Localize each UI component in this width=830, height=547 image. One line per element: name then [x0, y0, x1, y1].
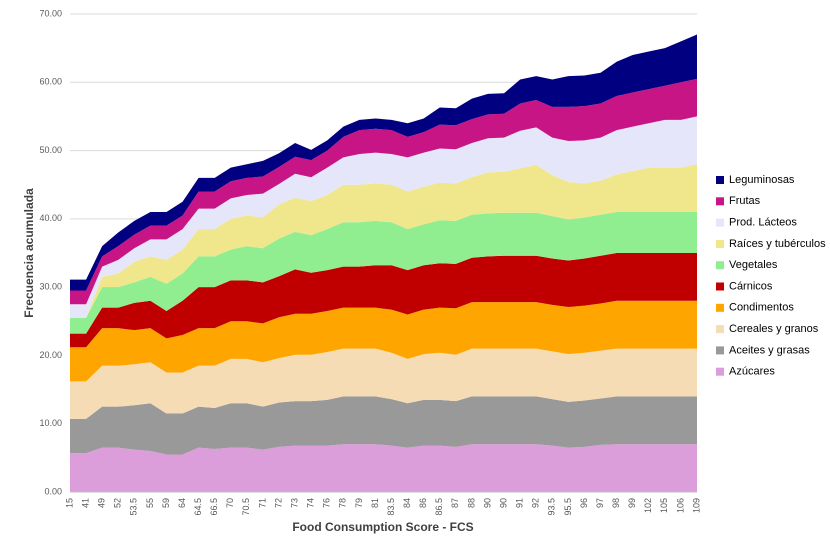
y-tick-label: 50.00	[39, 145, 62, 155]
x-tick-label: 102	[643, 498, 653, 513]
y-tick-label: 70.00	[39, 8, 62, 18]
area	[70, 253, 697, 348]
legend-label: Condimentos	[729, 302, 794, 314]
y-tick-label: 40.00	[39, 213, 62, 223]
legend-label: Cereales y granos	[729, 323, 819, 335]
legend-swatch	[716, 303, 724, 312]
x-tick-label: 84	[402, 498, 412, 508]
x-tick-label: 64.5	[193, 498, 203, 516]
y-tick-label: 60.00	[39, 77, 62, 87]
x-tick-label: 95.5	[563, 498, 573, 516]
legend-swatch	[716, 197, 724, 206]
x-tick-label: 64	[177, 498, 187, 508]
legend-label: Prod. Lácteos	[729, 217, 797, 229]
x-tick-label: 70.5	[241, 498, 251, 516]
x-tick-label: 53.5	[129, 498, 139, 516]
x-tick-label: 78	[338, 498, 348, 508]
x-tick-label: 72	[273, 498, 283, 508]
x-tick-label: 86	[418, 498, 428, 508]
x-axis-title: Food Consumption Score - FCS	[292, 520, 473, 534]
legend-swatch	[716, 239, 724, 248]
x-tick-label: 105	[659, 498, 669, 513]
x-tick-label: 86.5	[434, 498, 444, 516]
x-tick-label: 76	[322, 498, 332, 508]
legend-swatch	[716, 325, 724, 334]
area	[70, 444, 697, 492]
legend-swatch	[716, 218, 724, 227]
x-tick-label: 90	[482, 498, 492, 508]
x-tick-label: 88	[466, 498, 476, 508]
legend-label: Leguminosas	[729, 174, 795, 186]
area	[70, 300, 697, 382]
x-tick-label: 66.5	[209, 498, 219, 516]
area	[70, 116, 697, 318]
y-tick-label: 0.00	[44, 486, 62, 496]
x-tick-label: 106	[675, 498, 685, 513]
legend-label: Azúcares	[729, 366, 775, 378]
x-tick-label: 97	[595, 498, 605, 508]
x-tick-label: 90	[498, 498, 508, 508]
x-tick-label: 91	[515, 498, 525, 508]
x-tick-label: 73	[289, 498, 299, 508]
x-tick-label: 98	[611, 498, 621, 508]
x-tick-label: 15	[64, 498, 74, 508]
legend-swatch	[716, 367, 724, 376]
area	[70, 212, 697, 334]
y-tick-label: 30.00	[39, 282, 62, 292]
x-tick-label: 99	[627, 498, 637, 508]
x-tick-label: 52	[113, 498, 123, 508]
legend-label: Cárnicos	[729, 280, 773, 292]
x-tick-label: 55	[145, 498, 155, 508]
legend-label: Frutas	[729, 195, 761, 207]
x-tick-label: 96	[579, 498, 589, 508]
legend-label: Aceites y grasas	[729, 344, 810, 356]
x-tick-label: 70	[225, 498, 235, 508]
x-tick-label: 92	[531, 498, 541, 508]
area	[70, 34, 697, 291]
legend-swatch	[716, 176, 724, 184]
x-tick-label: 74	[306, 498, 316, 508]
x-tick-label: 93.5	[547, 498, 557, 516]
x-tick-label: 87	[450, 498, 460, 508]
legend-swatch	[716, 282, 724, 291]
legend-label: Raíces y tubérculos	[729, 238, 826, 250]
legend-swatch	[716, 346, 724, 355]
x-tick-label: 41	[80, 498, 90, 508]
area	[70, 78, 697, 305]
legend-swatch	[716, 261, 724, 270]
area	[70, 348, 697, 419]
area	[70, 396, 697, 455]
area	[70, 164, 697, 318]
x-tick-label: 59	[161, 498, 171, 508]
y-axis-title: Frecuencia acumulada	[22, 188, 36, 318]
x-tick-label: 79	[354, 498, 364, 508]
y-tick-label: 10.00	[39, 418, 62, 428]
x-tick-label: 83.5	[386, 498, 396, 516]
x-tick-label: 81	[370, 498, 380, 508]
x-tick-label: 109	[691, 498, 701, 513]
legend-label: Vegetales	[729, 259, 778, 271]
x-tick-label: 49	[97, 498, 107, 508]
y-tick-label: 20.00	[39, 350, 62, 360]
x-tick-label: 71	[257, 498, 267, 508]
